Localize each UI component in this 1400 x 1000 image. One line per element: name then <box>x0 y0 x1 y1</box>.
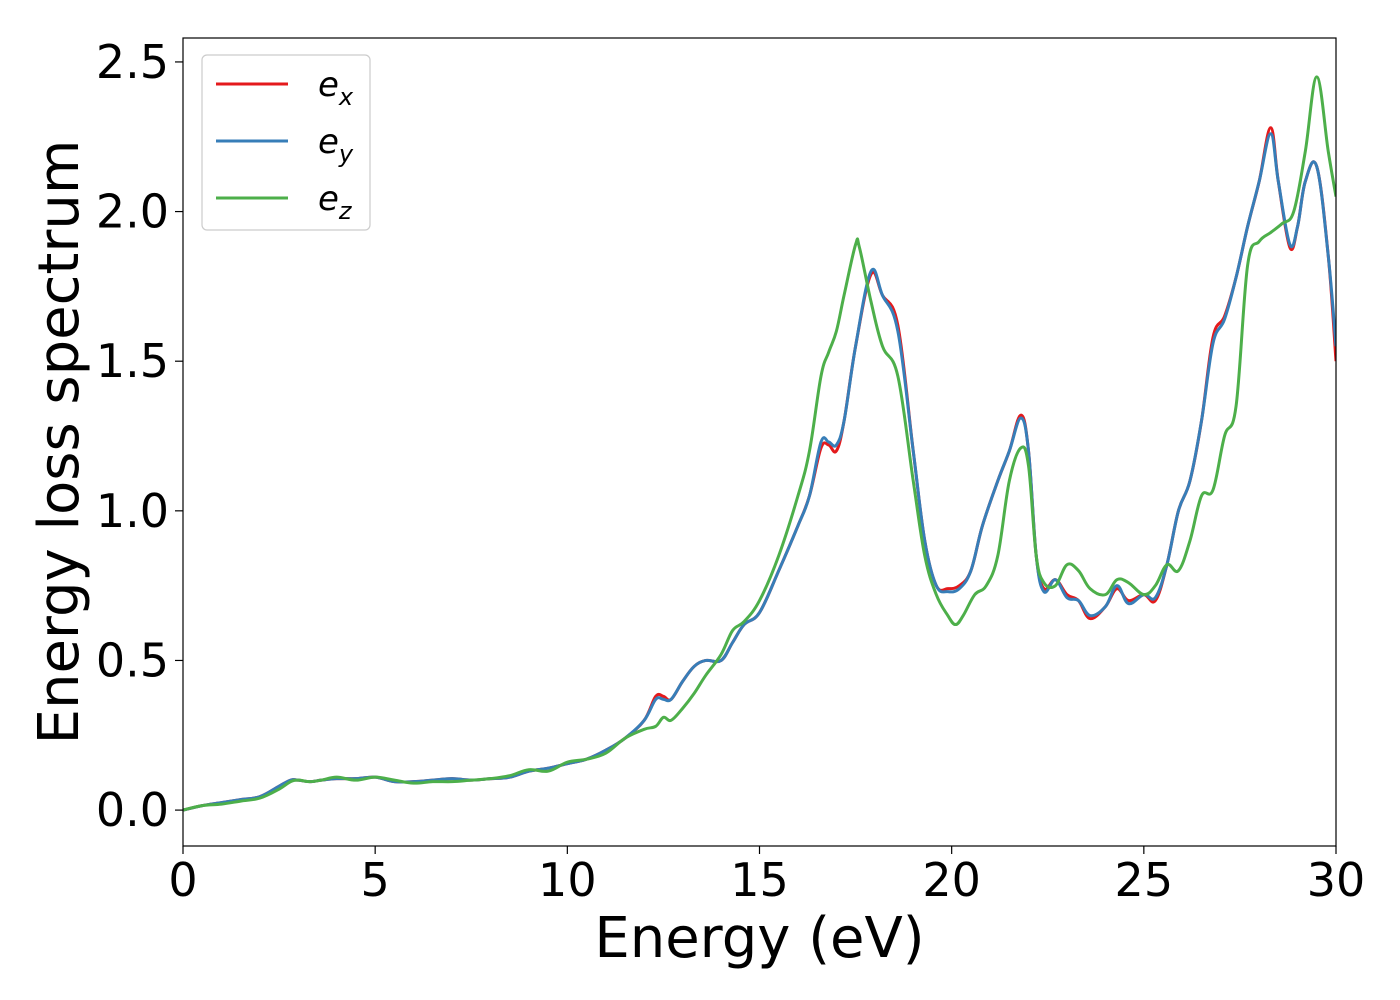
x-tick-label: 5 <box>361 853 390 907</box>
y-axis-ticks: 0.0 0.5 1.0 1.5 2.0 2.5 <box>96 35 183 837</box>
x-tick-label: 30 <box>1307 853 1366 907</box>
x-tick-label: 0 <box>168 853 197 907</box>
y-tick-label: 2.0 <box>96 185 169 239</box>
legend-label-subscript: z <box>338 197 353 225</box>
x-tick-label: 10 <box>538 853 597 907</box>
y-tick-label: 0.5 <box>96 633 169 687</box>
y-tick-label: 1.0 <box>96 484 169 538</box>
y-tick-label: 1.5 <box>96 334 169 388</box>
x-tick-label: 25 <box>1115 853 1174 907</box>
y-tick-label: 2.5 <box>96 35 169 89</box>
plot-area <box>183 38 1336 846</box>
y-tick-label: 0.0 <box>96 783 169 837</box>
x-axis-ticks: 0 5 10 15 20 25 30 <box>168 846 1365 907</box>
x-tick-label: 15 <box>730 853 789 907</box>
y-axis-title: Energy loss spectrum <box>27 140 92 745</box>
x-tick-label: 20 <box>922 853 981 907</box>
legend-label-subscript: y <box>338 140 354 168</box>
x-axis-title: Energy (eV) <box>594 906 924 971</box>
legend-label-subscript: x <box>338 83 354 111</box>
series-line-z <box>183 75 1336 812</box>
series-line-y <box>183 132 1336 812</box>
series-layer <box>183 75 1336 812</box>
